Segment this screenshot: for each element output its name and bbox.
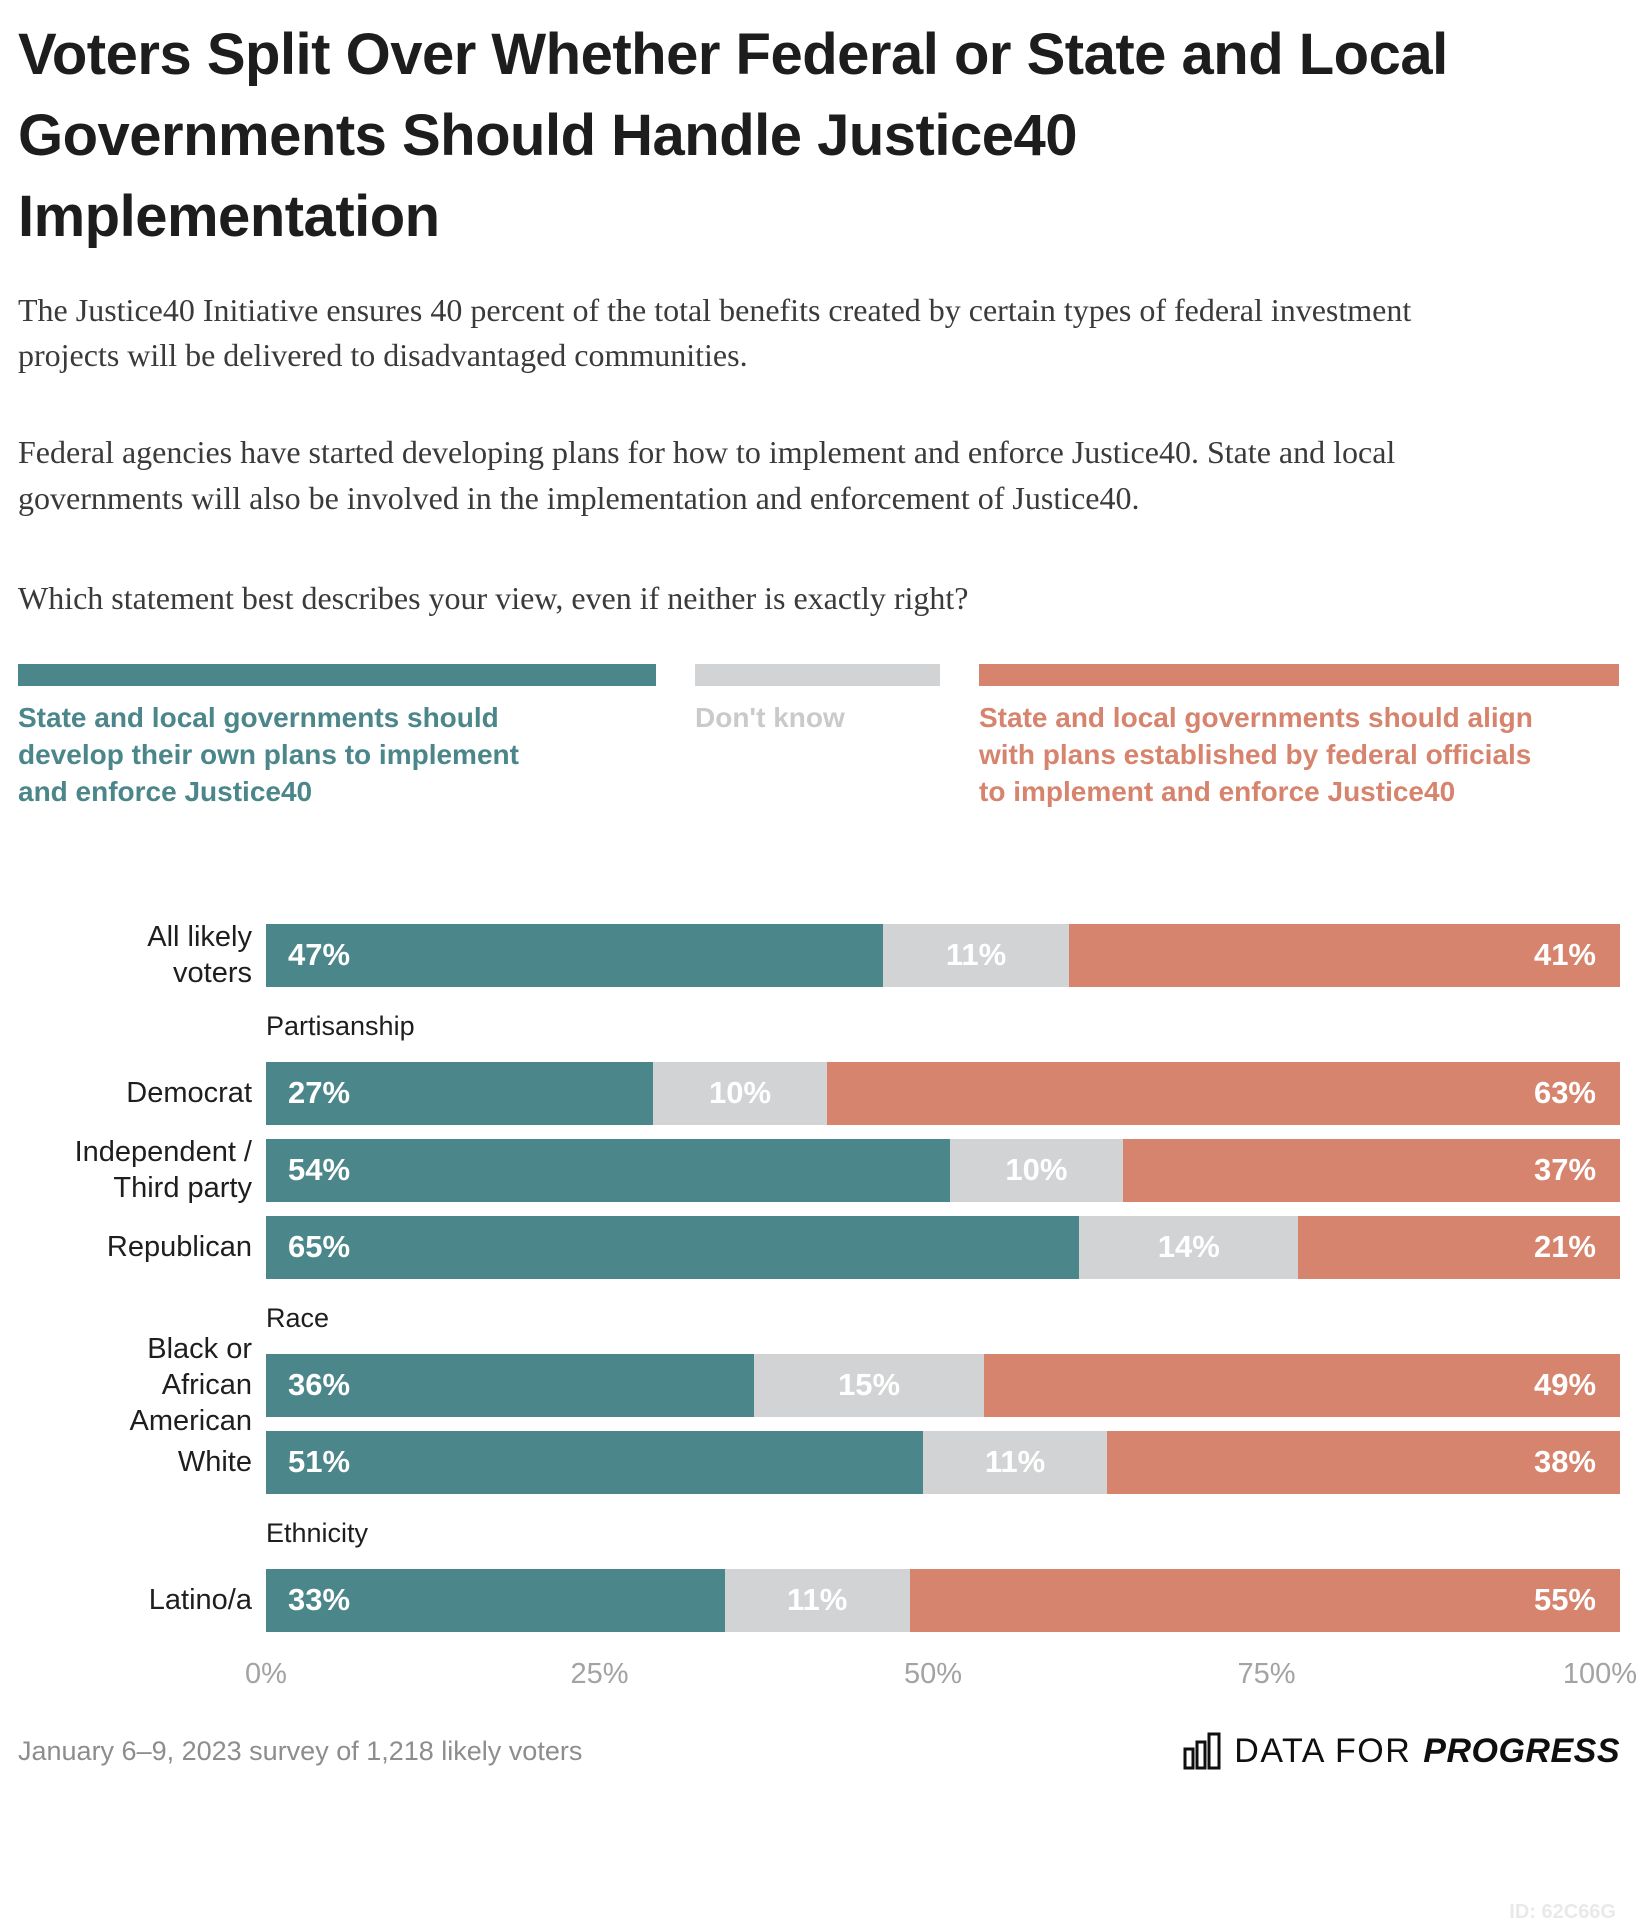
bar-value-label: 27%	[288, 1075, 351, 1111]
bar-segment-2: 37%	[1122, 1138, 1621, 1202]
bar-segment-0: 33%	[266, 1568, 725, 1632]
bar-segment-2: 41%	[1068, 923, 1620, 987]
chart-page: Voters Split Over Whether Federal or Sta…	[0, 14, 1640, 1926]
stacked-bar-chart: All likely voters 47% 11% 41% Partisanship De…	[18, 921, 1621, 1632]
stacked-bar: 51% 11% 38%	[266, 1430, 1620, 1494]
bar-value-label: 38%	[1533, 1444, 1596, 1480]
bar-segment-0: 47%	[266, 923, 884, 987]
row-label: All likely voters	[147, 921, 252, 990]
bar-segment-1: 11%	[883, 923, 1069, 987]
legend: State and local governments should devel…	[18, 663, 1620, 810]
stacked-bar: 54% 10% 37%	[266, 1138, 1621, 1202]
bar-value-label: 10%	[1005, 1152, 1068, 1188]
stacked-bar: 47% 11% 41%	[266, 923, 1620, 987]
bar-segment-0: 27%	[266, 1061, 653, 1125]
row-label: Latino/a	[148, 1584, 252, 1617]
bar-row: Latino/a 33% 11% 55%	[18, 1568, 1620, 1632]
stacked-bar: 36% 15% 49%	[266, 1353, 1621, 1417]
row-label: Democrat	[126, 1077, 252, 1110]
bar-value-label: 47%	[288, 937, 351, 973]
x-axis: 0% 25% 50% 75% 100%	[245, 1657, 1637, 1694]
bar-value-label: 33%	[288, 1582, 351, 1618]
bar-segment-2: 55%	[909, 1568, 1620, 1632]
bar-row: Republican 65% 14% 21%	[18, 1215, 1620, 1279]
bar-value-label: 37%	[1533, 1152, 1597, 1188]
bar-value-label: 51%	[288, 1444, 351, 1480]
row-label: White	[177, 1446, 252, 1479]
row-label: Republican	[106, 1231, 252, 1264]
bar-segment-1: 10%	[949, 1138, 1123, 1202]
bar-segment-2: 49%	[984, 1353, 1621, 1417]
x-axis-tick: 25%	[570, 1657, 629, 1690]
bar-value-label: 10%	[709, 1075, 772, 1111]
bar-segment-0: 51%	[266, 1430, 924, 1494]
bar-value-label: 55%	[1533, 1582, 1596, 1618]
bar-segment-1: 14%	[1079, 1215, 1299, 1279]
source-note: January 6–9, 2023 survey of 1,218 likely…	[18, 1735, 583, 1766]
bar-value-label: 49%	[1533, 1367, 1597, 1403]
x-axis-tick: 50%	[903, 1657, 963, 1690]
bar-segment-0: 65%	[266, 1215, 1080, 1279]
logo-text-progress: PROGRESS	[1423, 1731, 1620, 1770]
bar-value-label: 63%	[1533, 1075, 1596, 1111]
bar-segment-1: 15%	[753, 1353, 985, 1417]
stacked-bar: 27% 10% 63%	[266, 1061, 1620, 1125]
bar-segment-2: 63%	[827, 1061, 1620, 1125]
bar-value-label: 54%	[288, 1152, 351, 1188]
bar-chart-icon	[1183, 1732, 1221, 1770]
bar-segment-1: 11%	[724, 1568, 910, 1632]
bar-value-label: 15%	[838, 1367, 901, 1403]
chart-id: ID: 62C66G	[1509, 1901, 1616, 1923]
bar-value-label: 65%	[288, 1229, 351, 1265]
x-axis-tick: 0%	[245, 1657, 287, 1690]
bar-row: White 51% 11% 38%	[18, 1430, 1620, 1494]
bar-value-label: 21%	[1533, 1229, 1596, 1265]
legend-swatch-2	[979, 663, 1619, 686]
section-header-partisanship: Partisanship	[266, 1010, 415, 1041]
bar-row: Independent / Third party 54% 10% 37%	[18, 1136, 1621, 1204]
intro-paragraph-1: The Justice40 Initiative ensures 40 perc…	[18, 291, 1412, 373]
legend-label-2: State and local governments should align…	[979, 701, 1533, 807]
legend-item-0: State and local governments should devel…	[18, 663, 656, 810]
bar-segment-0: 36%	[266, 1353, 754, 1417]
legend-item-2: State and local governments should align…	[979, 663, 1619, 810]
x-axis-tick: 75%	[1237, 1657, 1296, 1690]
bar-segment-0: 54%	[266, 1138, 950, 1202]
legend-swatch-1	[695, 663, 940, 686]
bar-segment-1: 11%	[923, 1430, 1107, 1494]
bar-segment-1: 10%	[652, 1061, 828, 1125]
stacked-bar: 65% 14% 21%	[266, 1215, 1620, 1279]
bar-value-label: 36%	[288, 1367, 351, 1403]
legend-label-0: State and local governments should devel…	[18, 701, 519, 807]
dfp-logo: DATA FOR PROGRESS	[1182, 1732, 1620, 1771]
x-axis-tick: 100%	[1562, 1657, 1638, 1690]
survey-question: Which statement best describes your view…	[18, 580, 969, 617]
logo-text-data-for: DATA FOR	[1234, 1731, 1412, 1770]
legend-label-1: Don't know	[695, 701, 845, 733]
legend-item-1: Don't know	[695, 663, 940, 810]
footer: January 6–9, 2023 survey of 1,218 likely…	[18, 1732, 1620, 1771]
intro-paragraph-2: Federal agencies have started developing…	[18, 434, 1396, 516]
row-label: Independent / Third party	[74, 1136, 252, 1205]
bar-value-label: 11%	[786, 1582, 848, 1618]
row-label: Black or African American	[129, 1333, 253, 1438]
section-header-ethnicity: Ethnicity	[266, 1517, 369, 1548]
bar-row: Black or African American 36% 15% 49%	[18, 1333, 1621, 1437]
bar-value-label: 11%	[984, 1444, 1046, 1480]
bar-segment-2: 38%	[1107, 1430, 1620, 1494]
bar-value-label: 14%	[1157, 1229, 1220, 1265]
section-header-race: Race	[266, 1302, 330, 1333]
bar-value-label: 11%	[945, 937, 1007, 973]
bar-value-label: 41%	[1533, 937, 1596, 973]
legend-swatch-0	[18, 663, 656, 686]
stacked-bar: 33% 11% 55%	[266, 1568, 1620, 1632]
page-title: Voters Split Over Whether Federal or Sta…	[18, 22, 1448, 250]
bar-row: All likely voters 47% 11% 41%	[18, 921, 1620, 989]
bar-row: Democrat 27% 10% 63%	[18, 1061, 1620, 1125]
bar-segment-2: 21%	[1298, 1215, 1620, 1279]
